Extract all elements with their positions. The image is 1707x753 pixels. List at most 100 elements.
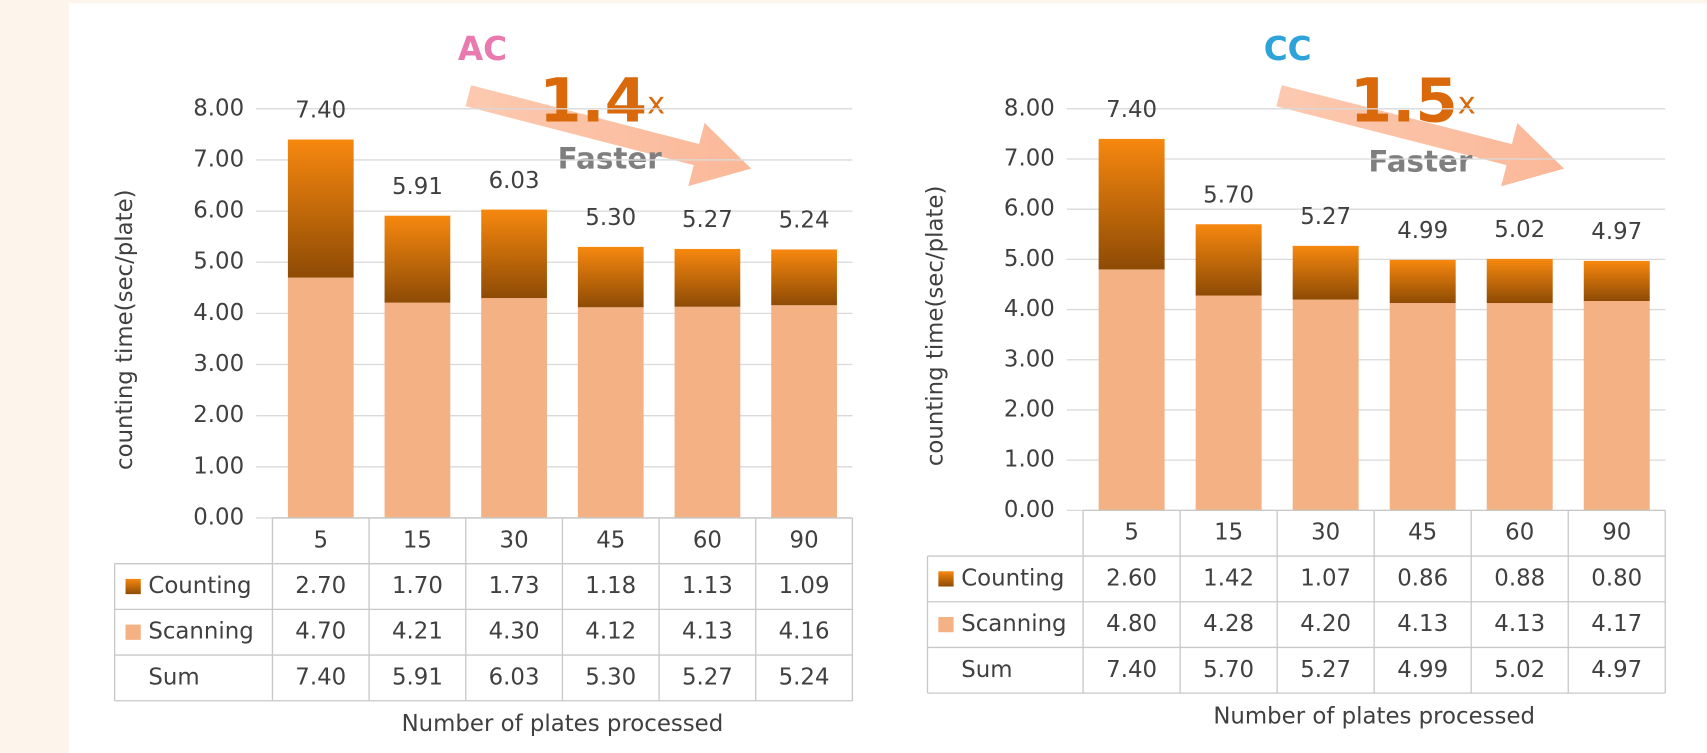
table-cell: 1.42 bbox=[1203, 565, 1254, 591]
multiplier-unit: x bbox=[1458, 86, 1476, 121]
legend-label: Scanning bbox=[148, 619, 253, 645]
legend-label: Scanning bbox=[961, 611, 1066, 637]
table-cell: 7.40 bbox=[1106, 657, 1157, 683]
data-label: 5.27 bbox=[682, 207, 733, 233]
data-label: 5.02 bbox=[1494, 217, 1545, 243]
y-tick-label: 8.00 bbox=[193, 95, 244, 121]
y-tick-label: 5.00 bbox=[193, 249, 244, 275]
multiplier: 1.5 bbox=[1350, 65, 1458, 136]
x-tick-label: 45 bbox=[596, 527, 625, 553]
table-row-label: Sum bbox=[961, 657, 1012, 683]
table-cell: 5.91 bbox=[392, 664, 443, 690]
table-cell: 0.86 bbox=[1397, 565, 1448, 591]
bar-segment bbox=[384, 302, 451, 518]
y-axis-label: counting time(sec/plate) bbox=[923, 186, 949, 467]
x-tick-label: 5 bbox=[1124, 520, 1139, 546]
table-cell: 4.13 bbox=[1397, 611, 1448, 637]
table-cell: 0.80 bbox=[1591, 565, 1642, 591]
bar-segment bbox=[1195, 295, 1262, 511]
table-cell: 5.24 bbox=[779, 664, 830, 690]
table-cell: 1.07 bbox=[1300, 565, 1351, 591]
table-cell: 5.27 bbox=[682, 664, 733, 690]
table-cell: 1.70 bbox=[392, 573, 443, 599]
table-cell: 1.18 bbox=[585, 573, 636, 599]
table-cell: 4.99 bbox=[1397, 657, 1448, 683]
table-cell: 5.30 bbox=[585, 664, 636, 690]
y-tick-label: 3.00 bbox=[193, 351, 244, 377]
x-tick-label: 30 bbox=[500, 527, 529, 553]
y-tick-label: 7.00 bbox=[193, 146, 244, 172]
x-tick-label: 60 bbox=[1505, 520, 1534, 546]
x-axis-label: Number of plates processed bbox=[402, 711, 724, 737]
table-cell: 2.60 bbox=[1106, 565, 1157, 591]
y-tick-label: 2.00 bbox=[193, 402, 244, 428]
y-tick-label: 6.00 bbox=[1004, 196, 1055, 222]
annotation-note: Faster bbox=[1368, 145, 1473, 179]
legend-swatch bbox=[125, 624, 141, 640]
y-tick-label: 8.00 bbox=[1004, 95, 1055, 121]
bar-segment bbox=[1583, 301, 1650, 511]
table-cell: 5.02 bbox=[1494, 657, 1545, 683]
table-cell: 4.12 bbox=[585, 619, 636, 645]
data-label: 5.24 bbox=[779, 208, 830, 234]
legend-swatch bbox=[938, 571, 954, 587]
y-tick-label: 4.00 bbox=[193, 300, 244, 326]
chart-title: AC bbox=[458, 30, 507, 68]
data-label: 7.40 bbox=[1106, 97, 1157, 123]
bar-segment bbox=[1486, 258, 1553, 304]
table-row-label: Sum bbox=[148, 664, 199, 690]
table-cell: 1.73 bbox=[489, 573, 540, 599]
data-label: 5.27 bbox=[1300, 204, 1351, 230]
bar-segment bbox=[674, 306, 741, 518]
data-label: 4.97 bbox=[1591, 219, 1642, 245]
x-tick-label: 30 bbox=[1311, 520, 1340, 546]
x-tick-label: 15 bbox=[403, 527, 432, 553]
bar-segment bbox=[577, 307, 644, 518]
x-axis-label: Number of plates processed bbox=[1213, 704, 1535, 730]
table-cell: 6.03 bbox=[489, 664, 540, 690]
legend-swatch bbox=[938, 616, 954, 633]
y-tick-label: 0.00 bbox=[1004, 497, 1055, 523]
bar-segment bbox=[1292, 245, 1359, 300]
table-cell: 4.70 bbox=[295, 619, 346, 645]
table-cell: 5.70 bbox=[1203, 657, 1254, 683]
multiplier-unit: x bbox=[647, 86, 665, 121]
table-cell: 1.13 bbox=[682, 573, 733, 599]
y-tick-label: 1.00 bbox=[1004, 447, 1055, 473]
x-tick-label: 60 bbox=[693, 527, 722, 553]
bar-segment bbox=[287, 277, 354, 518]
table-cell: 2.70 bbox=[295, 573, 346, 599]
x-tick-label: 90 bbox=[790, 527, 819, 553]
y-tick-label: 6.00 bbox=[193, 198, 244, 224]
y-axis-label: counting time(sec/plate) bbox=[112, 189, 138, 470]
bar-segment bbox=[771, 249, 837, 306]
y-tick-label: 5.00 bbox=[1004, 246, 1055, 272]
bar-segment bbox=[287, 139, 354, 278]
table-cell: 4.13 bbox=[682, 619, 733, 645]
y-tick-label: 2.00 bbox=[1004, 396, 1055, 422]
table-cell: 4.30 bbox=[489, 619, 540, 645]
y-tick-label: 1.00 bbox=[193, 453, 244, 479]
x-tick-label: 45 bbox=[1408, 520, 1437, 546]
data-label: 5.91 bbox=[392, 174, 443, 200]
annotation: 1.5x bbox=[1350, 65, 1476, 136]
bar-segment bbox=[1098, 269, 1165, 511]
bar-segment bbox=[771, 305, 837, 518]
table-cell: 7.40 bbox=[295, 664, 346, 690]
legend-label: Counting bbox=[961, 565, 1064, 591]
table-cell: 1.09 bbox=[779, 573, 830, 599]
table-cell: 5.27 bbox=[1300, 657, 1351, 683]
data-label: 5.30 bbox=[585, 205, 636, 231]
table-cell: 4.17 bbox=[1591, 611, 1642, 637]
bar-segment bbox=[481, 209, 547, 299]
table-cell: 0.88 bbox=[1494, 565, 1545, 591]
annotation: 1.4x bbox=[539, 65, 665, 136]
data-label: 4.99 bbox=[1397, 218, 1448, 244]
bar-segment bbox=[1292, 299, 1359, 511]
bar-segment bbox=[1583, 260, 1650, 302]
table-cell: 4.21 bbox=[392, 619, 443, 645]
x-tick-label: 5 bbox=[313, 527, 328, 553]
bar-segment bbox=[1098, 138, 1165, 270]
